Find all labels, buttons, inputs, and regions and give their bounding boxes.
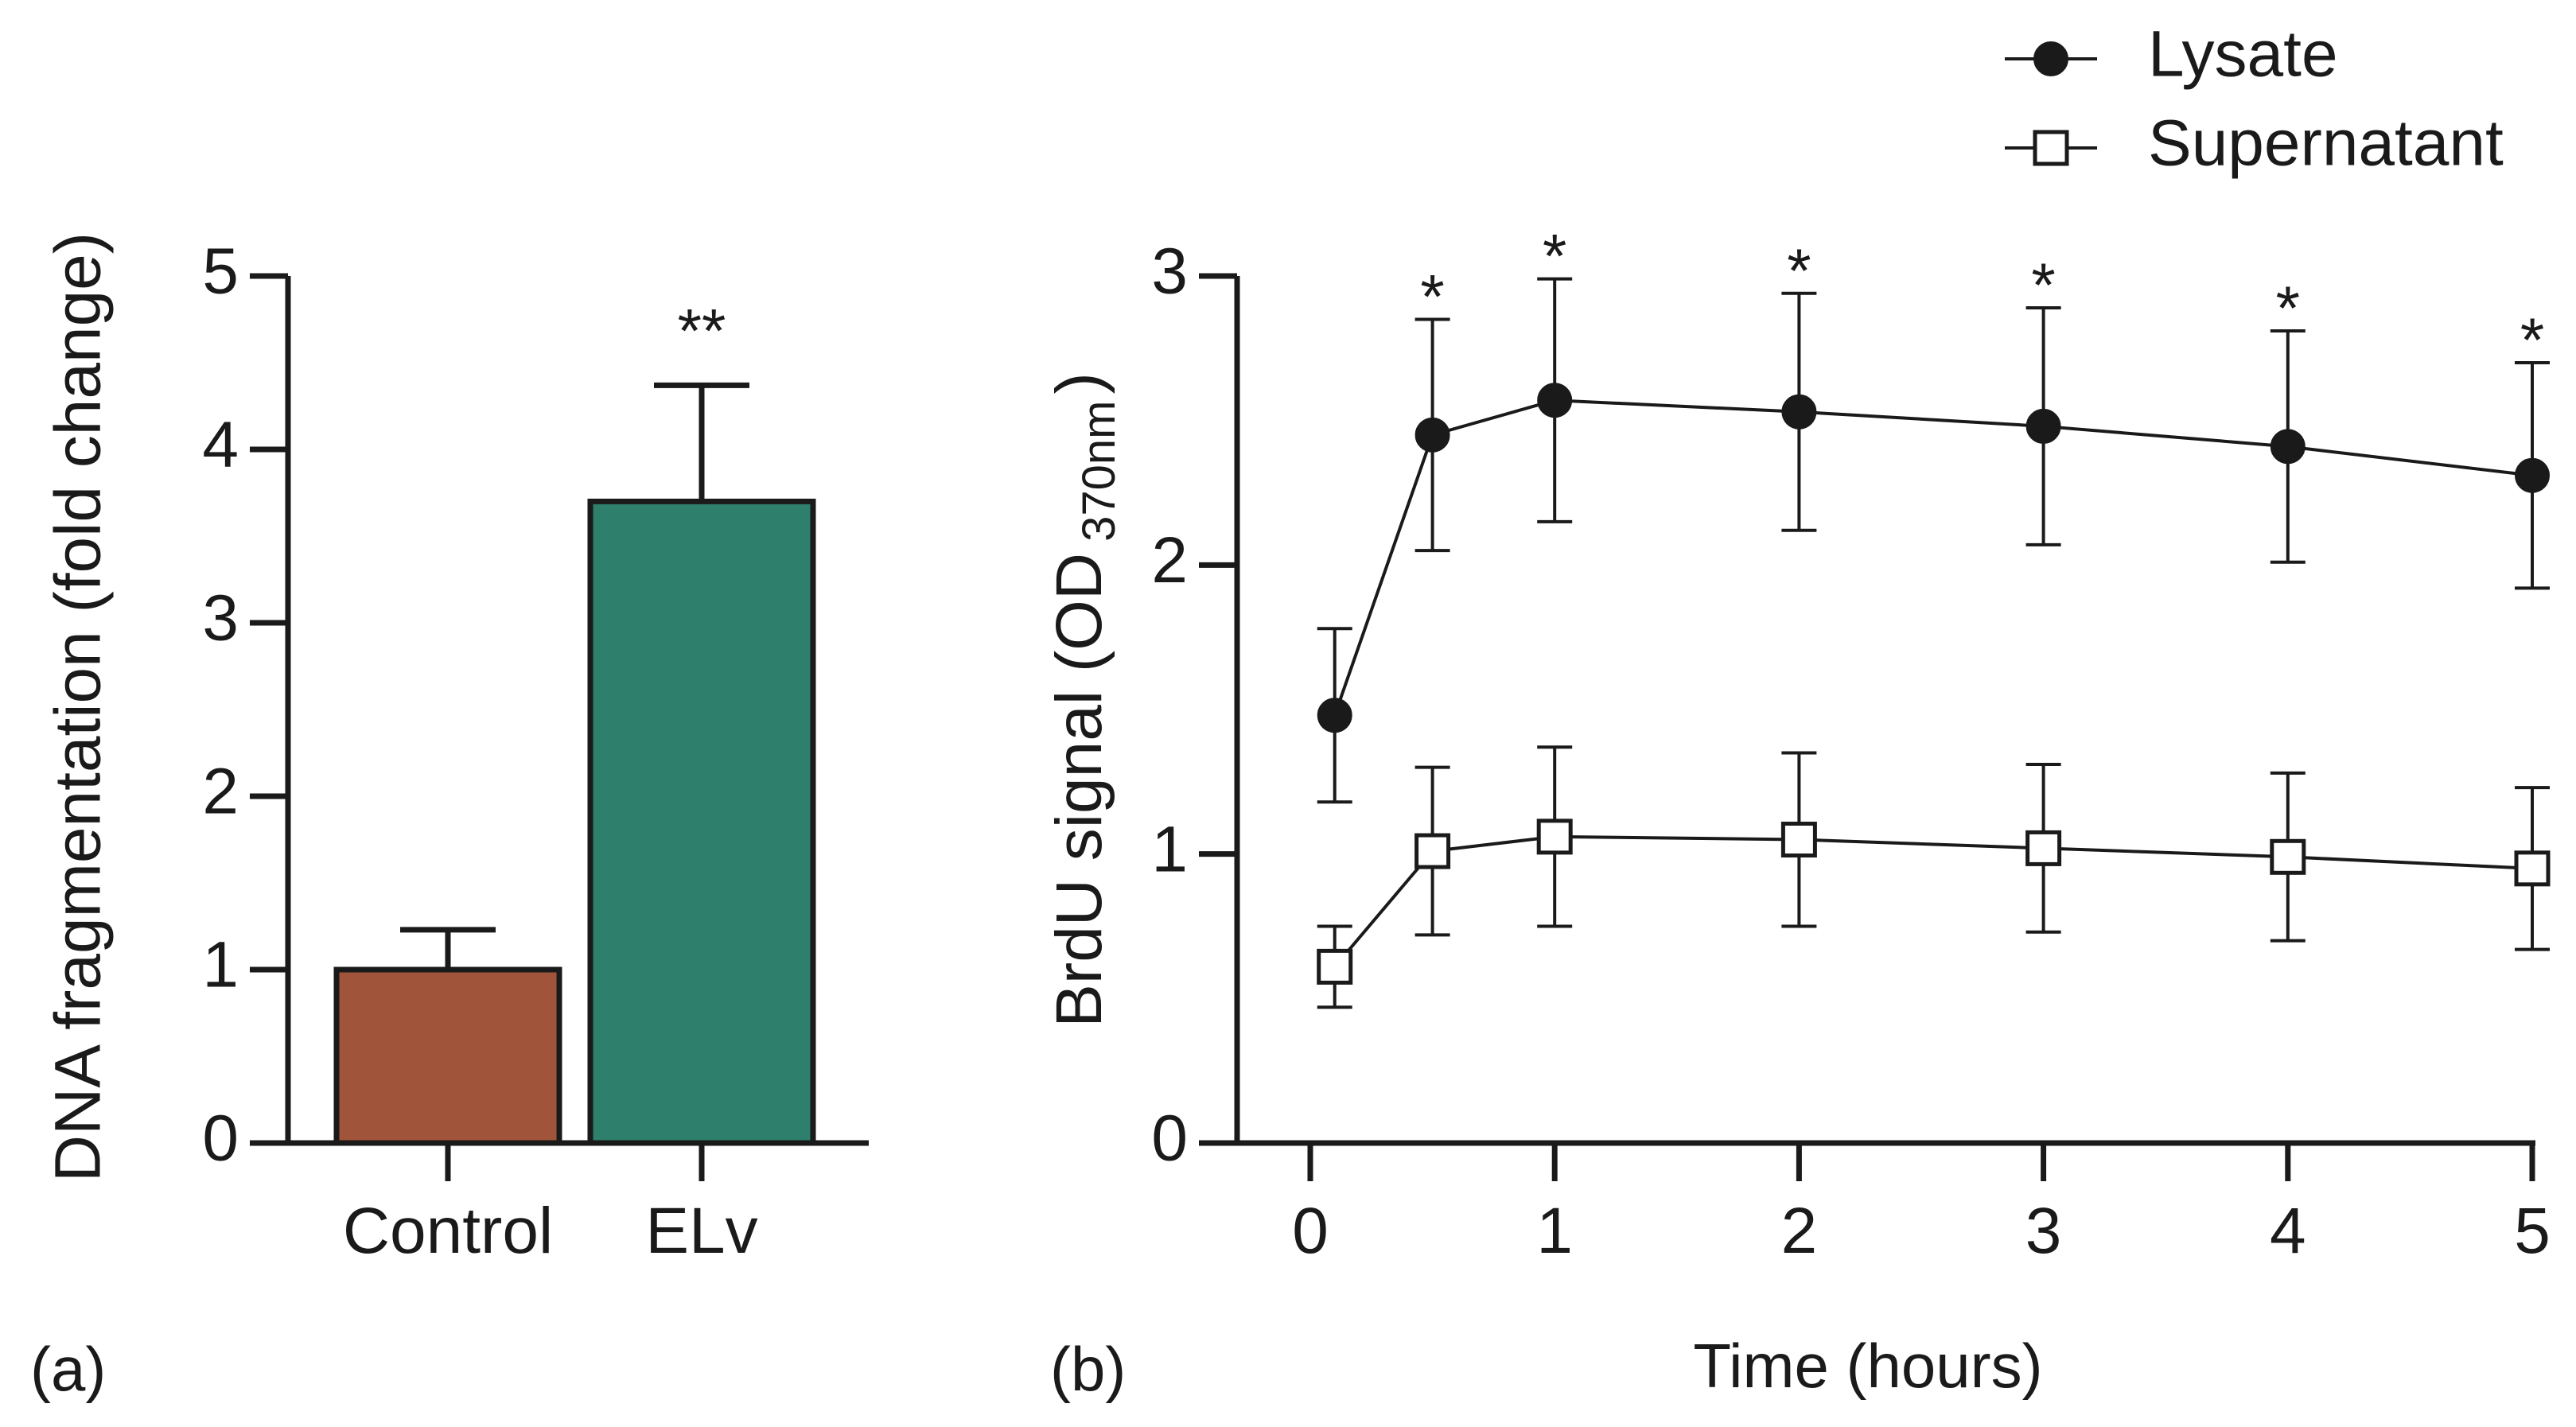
panel-a-y-tick-label: 2 xyxy=(202,756,239,828)
panel-b-data-point xyxy=(1537,383,1573,418)
panel-b-x-tick-label: 2 xyxy=(1781,1195,1818,1267)
panel-b-y-axis-label-subscript: 370nm xyxy=(1073,401,1125,542)
panel-a-y-tick-label: 0 xyxy=(202,1102,239,1175)
panel-b-significance-label: * xyxy=(1787,235,1811,305)
panel-b-series-supernatant xyxy=(1317,745,2551,1009)
panel-b-axes xyxy=(1234,276,2535,1146)
panel-b-x-tick-label: 5 xyxy=(2514,1195,2551,1267)
panel-a-y-tick-label: 5 xyxy=(202,235,239,308)
panel-b-legend-marker xyxy=(2033,130,2069,166)
panel-b-significance-label: * xyxy=(1420,262,1444,332)
panel-a-y-tick-label: 1 xyxy=(202,929,239,1001)
panel-a-x-tick-label: Control xyxy=(343,1195,553,1267)
panel-b-y-tick-label: 3 xyxy=(1151,235,1188,308)
panel-a-bar xyxy=(587,498,816,1146)
panel-b-x-tick-label: 3 xyxy=(2025,1195,2062,1267)
panel-b-x-tick-label: 4 xyxy=(2270,1195,2306,1267)
panel-b-data-point xyxy=(2515,457,2550,493)
panel-a-y-tick-label: 3 xyxy=(202,582,239,655)
panel-b-series-line xyxy=(1333,399,2533,716)
panel-b-y-tick-label: 0 xyxy=(1151,1102,1188,1175)
panel-a-bars: ** xyxy=(333,295,816,1146)
panel-b-data-point xyxy=(1414,833,1451,869)
panel-b-y-axis-label: BrdU signal (OD 370nm) xyxy=(1043,372,1126,1028)
panel-b-data-point xyxy=(1780,822,1817,857)
panel-b-data-point xyxy=(2025,830,2062,866)
panel-a-label: (a) xyxy=(30,1334,106,1404)
panel-b-x-tick-label: 0 xyxy=(1292,1195,1329,1267)
panel-b-series: * * * * * * xyxy=(1317,221,2551,1009)
panel-b-data-point xyxy=(1317,698,1352,733)
panel-a-significance-label: ** xyxy=(678,295,726,365)
panel-b-label: (b) xyxy=(1050,1334,1126,1404)
panel-b-data-point xyxy=(1414,417,1450,453)
panel-b-significance-label: * xyxy=(1543,221,1566,291)
panel-b-data-point xyxy=(2025,408,2061,444)
panel-b-data-point xyxy=(2270,429,2306,465)
panel-b-data-point xyxy=(2514,850,2551,887)
panel-b-y-tick-label: 1 xyxy=(1151,813,1188,885)
panel-b-data-point xyxy=(1536,818,1573,855)
panel-b-legend-marker xyxy=(2033,41,2068,76)
panel-a-y-axis-label: DNA fragmentation (fold change) xyxy=(42,232,115,1182)
panel-a-ticks: 0 1 2 3 4 5 Control ELv xyxy=(202,235,757,1267)
panel-b-series-lysate: * * * * * * xyxy=(1317,221,2550,804)
panel-a-y-tick-label: 4 xyxy=(202,409,239,481)
panel-b-significance-label: * xyxy=(2520,305,2544,375)
panel-b-x-tick-label: 1 xyxy=(1536,1195,1573,1267)
panel-b-legend: Lysate Supernatant xyxy=(2005,18,2504,180)
panel-b-series-line xyxy=(1333,834,2533,968)
panel-b-significance-label: * xyxy=(2276,273,2300,343)
panel-b-significance-label: * xyxy=(2031,250,2055,320)
panel-a-x-tick-label: ELv xyxy=(645,1195,757,1267)
panel-b-legend-label: Supernatant xyxy=(2148,107,2504,180)
panel-b-ticks: 0 1 2 3 0 1 2 3 4 5 xyxy=(1151,235,2550,1267)
panel-b-x-axis-label: Time (hours) xyxy=(1693,1331,2042,1401)
panel-b-data-point xyxy=(1317,948,1353,985)
panel-b-data-point xyxy=(1781,394,1817,430)
panel-a-bar xyxy=(333,966,562,1146)
panel-a-bar-chart: ** 0 1 2 3 4 5 Control ELv DNA fragmentation (f… xyxy=(30,232,869,1404)
panel-b-legend-label: Lysate xyxy=(2148,18,2338,91)
panel-b-y-axis-label-close: ) xyxy=(1043,372,1115,394)
panel-b-y-axis-label-main: BrdU signal (OD xyxy=(1043,553,1115,1028)
panel-b-y-tick-label: 2 xyxy=(1151,524,1188,597)
panel-b-data-point xyxy=(2270,838,2306,875)
